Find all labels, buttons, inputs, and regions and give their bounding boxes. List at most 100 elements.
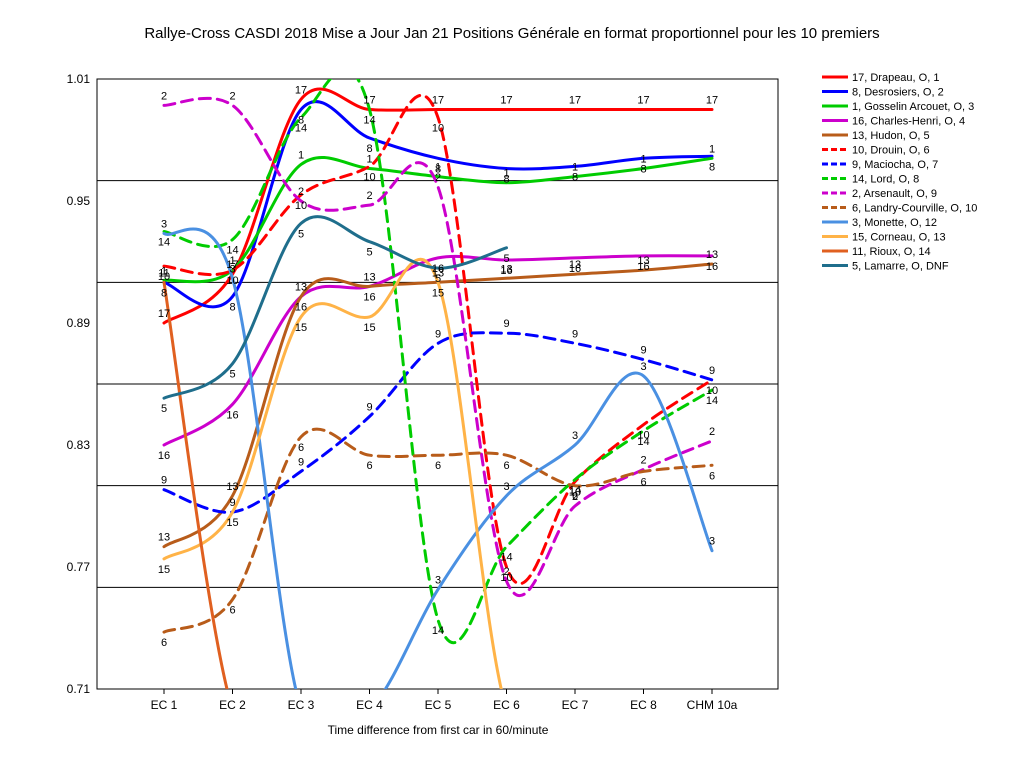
data-point-label: 1 [435,162,441,174]
data-point-label: 17 [569,95,581,107]
x-axis-title: Time difference from first car in 60/min… [328,723,549,737]
data-point-label: 14 [226,245,238,257]
data-point-label: 9 [709,365,715,377]
data-point-label: 2 [298,186,304,198]
data-point-label: 16 [569,263,581,275]
series-line [162,87,714,325]
series-line [162,262,714,549]
data-point-label: 1 [503,168,509,180]
data-point-label: 2 [435,172,441,184]
data-point-label: 16 [226,409,238,421]
data-point-label: 8 [161,287,167,299]
data-point-label: 3 [435,574,441,586]
data-point-label: 15 [226,517,238,529]
data-point-label: 8 [298,115,304,127]
data-point-label: 13 [500,263,512,275]
series-line [162,93,714,586]
series-line [162,79,714,644]
data-point-label: 13 [295,282,307,294]
data-point-label: 10 [706,385,718,397]
data-point-label: 10 [637,430,649,442]
data-point-label: 13 [706,249,718,261]
data-point-label: 9 [572,328,578,340]
data-point-label: 14 [432,625,444,637]
data-point-label: 9 [435,328,441,340]
data-point-label: 17 [363,95,375,107]
x-tick-label: EC 2 [219,698,246,712]
y-tick-label: 0.77 [67,560,91,574]
data-point-label: 14 [295,123,307,135]
series-line [162,331,714,514]
data-point-label: 13 [158,532,170,544]
legend-entry: 3, Monette, O, 12 [852,217,937,229]
data-point-label: 2 [572,491,578,503]
legend-entry: 11, Rioux, O, 14 [852,246,931,258]
data-point-label: 3 [572,430,578,442]
data-point-label: 1 [161,265,167,277]
data-point-label: 3 [709,536,715,548]
data-point-label: 13 [637,255,649,267]
legend-entry: 17, Drapeau, O, 1 [852,72,939,84]
x-tick-label: CHM 10a [687,698,738,712]
legend-entry: 15, Corneau, O, 13 [852,232,946,244]
data-point-label: 10 [432,123,444,135]
data-point-label: 6 [503,460,509,472]
data-point-label: 17 [432,95,444,107]
data-point-label: 1 [366,153,372,165]
x-tick-label: EC 3 [288,698,315,712]
data-point-label: 2 [503,566,509,578]
data-point-label: 6 [366,460,372,472]
legend: 17, Drapeau, O, 1 8, Desrosiers, O, 2 1, G… [822,72,977,273]
data-point-label: 17 [637,95,649,107]
data-point-label: 8 [572,171,578,183]
data-point-label: 1 [229,255,235,267]
data-point-label: 1 [709,143,715,155]
series-line [162,427,714,634]
data-point-label: 6 [298,442,304,454]
data-point-label: 10 [158,271,170,283]
data-point-label: 5 [161,403,167,415]
series-line [162,215,508,400]
data-point-label: 14 [637,436,649,448]
data-point-label: 16 [158,450,170,462]
data-point-label: 5 [298,228,304,240]
data-point-label: 10 [500,572,512,584]
data-point-label: 9 [366,402,372,414]
data-point-label: 14 [158,237,170,249]
legend-entry: 1, Gosselin Arcouet, O, 3 [852,101,974,113]
data-point-label: 16 [500,265,512,277]
data-point-label: 8 [503,173,509,185]
series-line [162,96,714,598]
data-point-label: 1 [640,153,646,165]
y-tick-label: 0.71 [67,682,91,696]
data-point-label: 2 [161,90,167,102]
data-point-label: 1 [298,149,304,161]
legend-entry: 10, Drouin, O, 6 [852,145,930,157]
data-point-label: 10 [226,275,238,287]
data-point-label: 10 [569,487,581,499]
data-point-label: 11 [158,267,169,279]
data-point-label: 15 [432,287,444,299]
data-point-label: 14 [363,115,375,127]
data-point-label: 13 [569,259,581,271]
data-point-label: 13 [226,481,238,493]
data-point-label: 10 [363,171,375,183]
data-point-label: 9 [161,475,167,487]
data-point-label: 2 [366,190,372,202]
data-point-label: 1 [572,162,578,174]
data-point-label: 3 [503,481,509,493]
data-point-label: 8 [435,163,441,175]
legend-entry: 14, Lord, O, 8 [852,174,919,186]
legend-entry: 5, Lamarre, O, DNF [852,261,949,273]
data-point-label: 16 [363,291,375,303]
data-point-label: 17 [226,259,238,271]
data-point-label: 15 [295,322,307,334]
data-point-label: 14 [569,485,581,497]
legend-entry: 8, Desrosiers, O, 2 [852,87,944,99]
data-point-label: 13 [432,267,444,279]
data-point-label: 14 [500,552,512,564]
data-point-label: 6 [161,637,167,649]
data-point-label: 6 [709,470,715,482]
data-point-label: 2 [640,454,646,466]
